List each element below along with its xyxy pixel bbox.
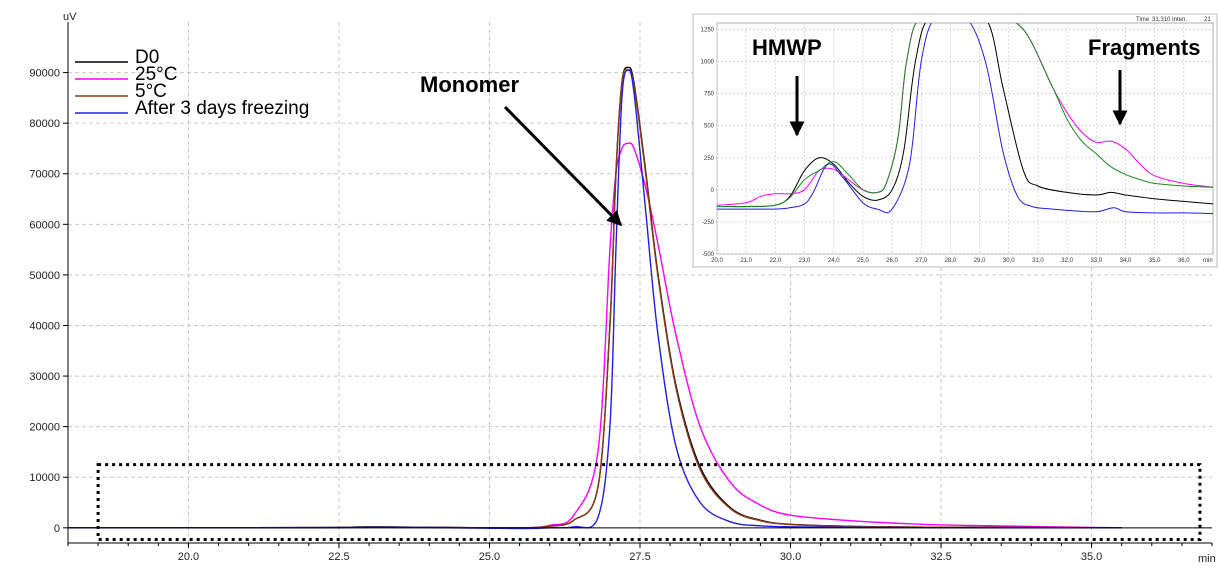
inset-x-tick-label: 26,0 [886,258,898,264]
main-series-group [68,66,1212,530]
inset-x-tick-label: 21,0 [740,258,752,264]
inset-x-tick-label: 24,0 [828,258,840,264]
inset-top-time-label: Time [1136,17,1150,23]
inset-x-tick-label: 33,0 [1090,258,1102,264]
main-ticks: 20.0 22.5 25.0 27.5 30.0 32.5 35.0 0 10000 20000 3… [29,68,1213,563]
inset-x-tick-label: 27,0 [915,258,927,264]
main-x-tick-label: 27.5 [629,551,650,563]
main-y-tick-label: 40000 [29,320,60,332]
inset-x-tick-label: 30,0 [1003,258,1015,264]
inset-plot: 20,0 21,0 22,0 23,0 24,0 25,0 26,0 27,0 28,0 29,0… [692,13,1218,268]
inset-x-tick-label: 31,0 [1032,258,1044,264]
legend-label-2: 5°C [135,81,167,102]
main-x-tick-label: 30.0 [780,551,801,563]
main-x-tick-label: 22.5 [328,551,349,563]
inset-x-tick-label: 23,0 [799,258,811,264]
main-y-axis-label: uV [63,11,77,23]
inset-y-tick-label: -500 [702,252,715,258]
fragments-annotation: Fragments [1088,35,1200,126]
main-x-axis-label: min [1198,553,1216,565]
inset-x-tick-label: 35,0 [1149,258,1161,264]
legend-label-1: 25°C [135,64,177,85]
main-y-tick-label: 10000 [29,472,60,484]
main-y-tick-label: 90000 [29,68,60,80]
inset-x-axis-label: min [1203,258,1213,264]
monomer-annotation: Monomer [420,72,623,227]
inset-series-line-3 [717,23,1213,215]
inset-y-tick-label: -250 [702,220,715,226]
inset-x-tick-label: 34,0 [1120,258,1132,264]
main-y-tick-label: 60000 [29,219,60,231]
inset-top-time-value: 31,310 [1152,17,1171,23]
inset-x-tick-label: 28,0 [945,258,957,264]
main-y-tick-label: 70000 [29,169,60,181]
inset-series-group [717,23,1213,215]
inset-x-tick-label: 32,0 [1061,258,1073,264]
fragments-label: Fragments [1088,35,1200,60]
main-x-tick-label: 25.0 [479,551,500,563]
legend-label-0: D0 [135,47,159,68]
monomer-label: Monomer [420,72,519,97]
legend-label-3: After 3 days freezing [135,98,309,119]
main-y-tick-label: 50000 [29,270,60,282]
inset-y-tick-label: 0 [711,188,715,194]
inset-top-inten-label: Inten. [1172,17,1187,23]
main-y-tick-label: 0 [54,523,60,535]
inset-x-tick-label: 22,0 [770,258,782,264]
inset-top-inten-value: 21 [1204,17,1211,23]
hmwp-annotation: HMWP [752,35,822,137]
inset-series-line-0 [717,23,1213,208]
inset-grid [716,23,1213,255]
main-x-tick-label: 35.0 [1081,551,1102,563]
inset-y-tick-label: 250 [704,156,715,162]
hmwp-label: HMWP [752,35,822,60]
inset-x-tick-label: 25,0 [857,258,869,264]
inset-y-tick-label: 750 [704,92,715,98]
inset-y-tick-label: 1250 [701,27,715,33]
main-y-tick-label: 30000 [29,371,60,383]
inset-ticks: 20,0 21,0 22,0 23,0 24,0 25,0 26,0 27,0 28,0 29,0… [701,27,1191,264]
inset-series-line-2 [717,23,1213,208]
inset-x-tick-label: 36,0 [1178,258,1190,264]
main-x-tick-label: 20.0 [178,551,199,563]
main-y-tick-label: 80000 [29,118,60,130]
inset-y-tick-label: 500 [704,124,715,130]
main-y-tick-label: 20000 [29,422,60,434]
inset-x-tick-label: 29,0 [974,258,986,264]
inset-x-tick-label: 20,0 [711,258,723,264]
main-x-tick-label: 32.5 [930,551,951,563]
monomer-arrow [503,105,623,227]
inset-y-tick-label: 1000 [701,60,715,66]
